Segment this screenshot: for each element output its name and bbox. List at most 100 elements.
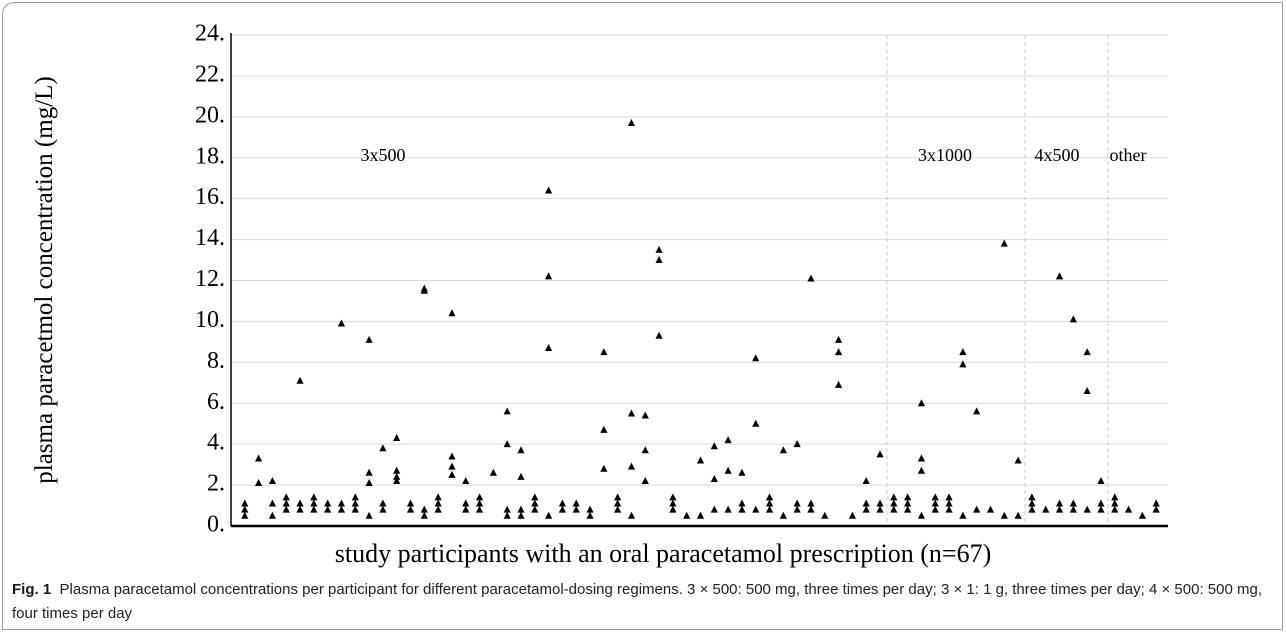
point xyxy=(931,493,939,501)
point xyxy=(434,493,442,501)
point xyxy=(931,499,939,507)
point xyxy=(917,399,926,407)
group-label: 4x500 xyxy=(1035,145,1080,165)
y-tick-label: 4. xyxy=(207,430,225,456)
point xyxy=(614,493,622,501)
point xyxy=(614,505,622,513)
point xyxy=(282,499,290,507)
point xyxy=(917,454,926,462)
point xyxy=(904,505,912,513)
point xyxy=(517,472,525,480)
point xyxy=(959,511,967,519)
point xyxy=(917,511,926,519)
group-label: 3x500 xyxy=(361,145,406,165)
point xyxy=(310,505,318,513)
point xyxy=(545,511,553,519)
point xyxy=(241,499,249,507)
point xyxy=(365,479,373,487)
y-tick-label: 16. xyxy=(195,184,225,210)
point xyxy=(793,505,801,513)
point xyxy=(655,331,663,339)
point xyxy=(448,309,456,317)
point xyxy=(724,436,732,444)
point xyxy=(655,245,663,253)
point xyxy=(531,499,539,507)
point xyxy=(765,505,774,513)
point xyxy=(669,493,677,501)
point xyxy=(779,446,787,454)
point xyxy=(1152,505,1160,513)
y-tick-label: 14. xyxy=(195,225,225,251)
point xyxy=(517,505,525,513)
point xyxy=(1138,511,1146,519)
point xyxy=(351,493,359,501)
point xyxy=(448,452,456,460)
point xyxy=(434,499,442,507)
point xyxy=(614,499,622,507)
point xyxy=(586,505,594,513)
caption-label: Fig. 1 xyxy=(12,581,52,598)
x-axis-label: study participants with an oral paraceta… xyxy=(335,539,992,568)
point xyxy=(1014,456,1022,464)
point xyxy=(337,319,346,327)
point xyxy=(1028,493,1036,501)
point xyxy=(351,505,359,513)
point xyxy=(503,407,511,415)
point xyxy=(282,505,290,513)
point xyxy=(627,462,636,470)
point xyxy=(765,499,774,507)
point xyxy=(558,499,567,507)
point xyxy=(324,499,332,507)
point xyxy=(255,479,263,487)
y-tick-label: 12. xyxy=(195,266,225,292)
point xyxy=(1097,476,1105,484)
point xyxy=(1028,505,1036,513)
chart: plasma paracetmol concentration (mg/L) s… xyxy=(31,21,1168,568)
point xyxy=(973,505,981,513)
point xyxy=(1124,505,1133,513)
point xyxy=(600,464,608,472)
point xyxy=(420,511,428,519)
point xyxy=(365,468,373,476)
point xyxy=(627,409,636,417)
point xyxy=(1083,386,1091,394)
point xyxy=(1111,505,1119,513)
point xyxy=(710,442,718,450)
point xyxy=(683,511,691,519)
point xyxy=(904,493,912,501)
point xyxy=(600,348,608,356)
point xyxy=(917,466,926,474)
point xyxy=(406,505,415,513)
y-tick-label: 6. xyxy=(207,389,225,415)
point xyxy=(462,505,470,513)
point xyxy=(655,256,663,264)
caption: Fig. 1 Plasma paracetamol concentrations… xyxy=(12,578,1277,626)
y-tick-label: 20. xyxy=(195,102,225,128)
point xyxy=(834,335,843,343)
y-tick-label: 18. xyxy=(195,143,225,169)
point xyxy=(876,505,884,513)
point xyxy=(365,335,373,343)
point xyxy=(627,511,636,519)
point xyxy=(1000,511,1008,519)
point xyxy=(1111,499,1119,507)
point xyxy=(1028,499,1036,507)
point xyxy=(296,499,304,507)
point xyxy=(931,505,939,513)
point xyxy=(807,274,815,282)
point xyxy=(1055,499,1064,507)
point xyxy=(393,476,401,484)
point xyxy=(834,348,843,356)
point xyxy=(420,505,428,513)
point xyxy=(310,493,318,501)
point xyxy=(406,499,415,507)
point xyxy=(296,376,304,384)
point xyxy=(779,511,787,519)
point xyxy=(475,493,484,501)
point xyxy=(448,470,456,478)
point xyxy=(862,499,870,507)
point xyxy=(1152,499,1160,507)
point xyxy=(1097,499,1105,507)
